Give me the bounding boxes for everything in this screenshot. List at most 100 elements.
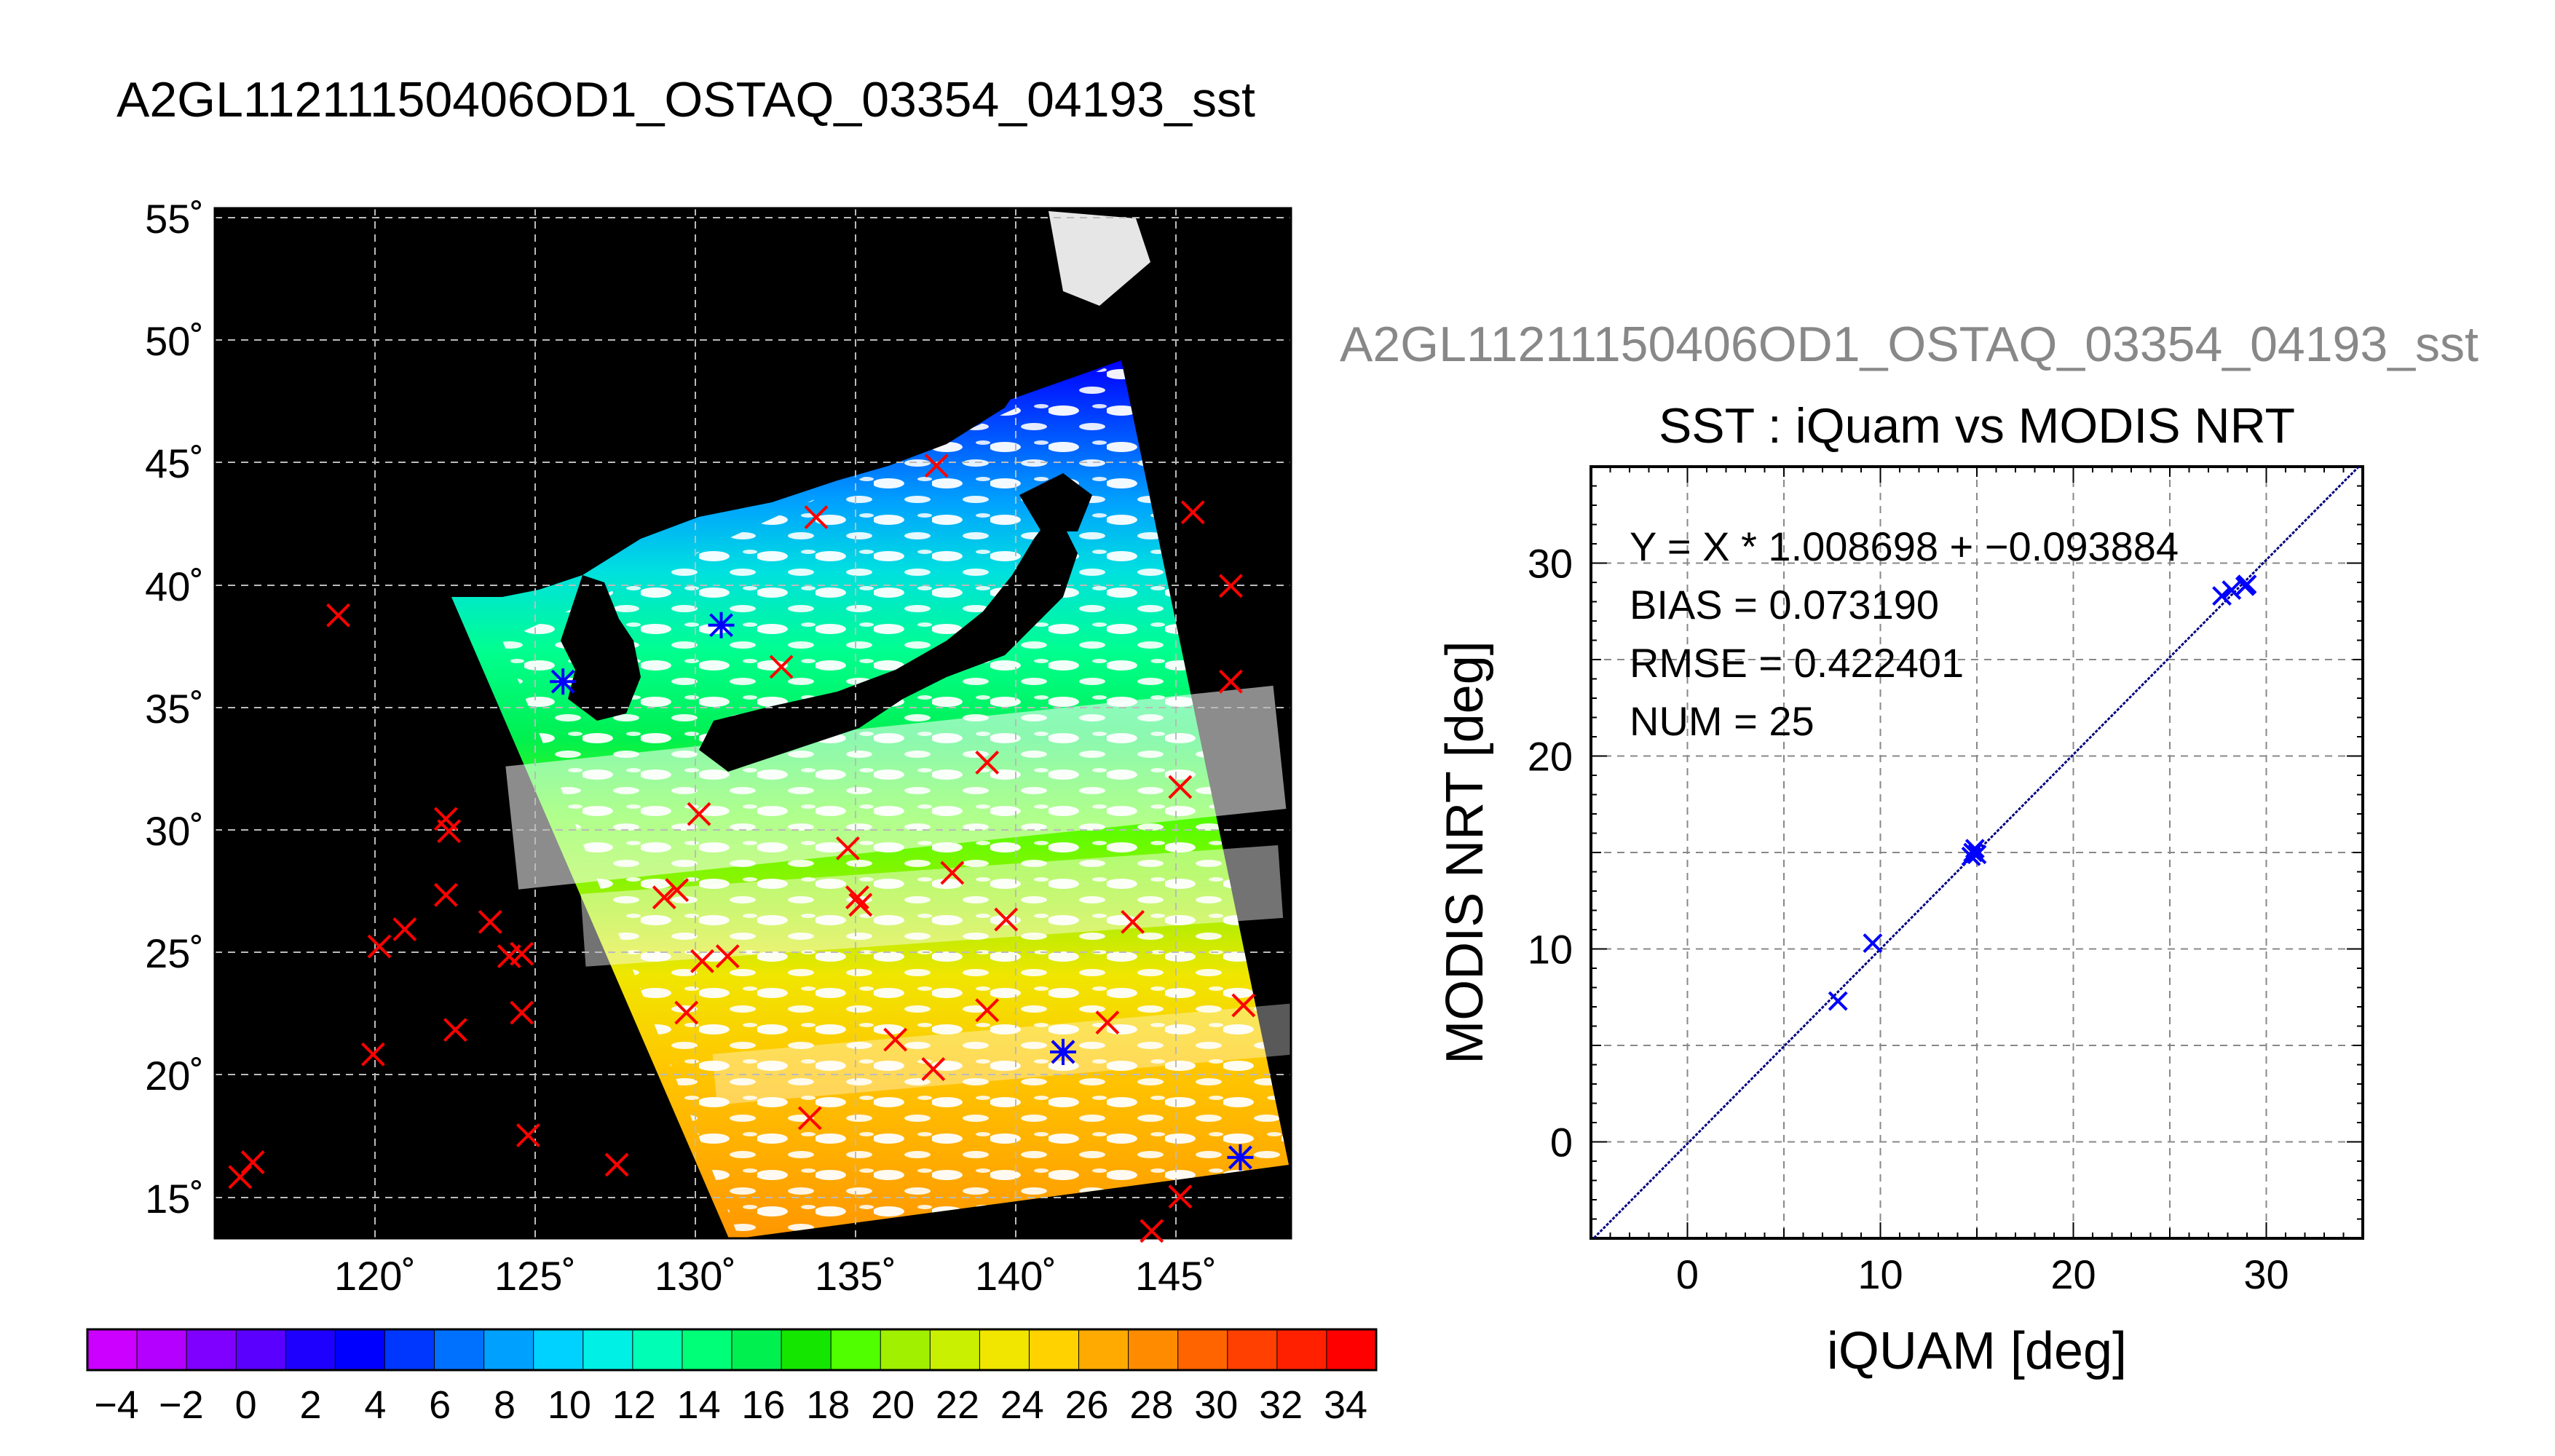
colorbar-cell	[1227, 1329, 1278, 1371]
lat-tick-label: 55˚	[145, 196, 204, 242]
buoy-marker	[797, 1106, 822, 1131]
colorbar-label: 8	[494, 1383, 516, 1427]
buoy-marker	[326, 603, 350, 628]
scatter-xtick-labels: 0 10 20 30	[1676, 1251, 2289, 1297]
colorbar-cell	[1276, 1329, 1327, 1371]
colorbar-cell	[1326, 1329, 1378, 1371]
scatter-points	[1828, 574, 2257, 1011]
colorbar-cell	[682, 1329, 733, 1371]
matchup-marker	[1227, 1144, 1254, 1171]
buoy-marker	[674, 1000, 699, 1025]
land-korea	[561, 575, 641, 721]
buoy-marker	[433, 882, 458, 907]
buoy-marker	[883, 1027, 908, 1052]
colorbar-cell	[334, 1329, 386, 1371]
buoy-marker	[940, 860, 965, 885]
lat-tick-label: 40˚	[145, 563, 204, 609]
y-tick-label: 30	[1528, 541, 1573, 587]
y-axis-label: MODIS NRT [deg]	[1436, 641, 1494, 1064]
colorbar-label: 16	[741, 1383, 785, 1427]
stat-bias: BIAS = 0.073190	[1630, 582, 1939, 628]
matchup-marker	[1050, 1038, 1077, 1065]
cloud-north	[1049, 211, 1150, 306]
lon-tick-label: 145˚	[1135, 1253, 1217, 1299]
colorbar-cell	[781, 1329, 832, 1371]
buoy-marker	[367, 934, 392, 959]
colorbar-cell	[979, 1329, 1030, 1371]
colorbar-label: 12	[612, 1383, 656, 1427]
scatter-panel: A2GL11211150406OD1_OSTAQ_03354_04193_sst…	[1340, 317, 2479, 1380]
colorbar-label: 28	[1129, 1383, 1173, 1427]
scatter-header: A2GL11211150406OD1_OSTAQ_03354_04193_sst	[1340, 317, 2479, 372]
lat-tick-label: 30˚	[145, 808, 204, 854]
buoy-marker	[1180, 500, 1205, 525]
stat-num: NUM = 25	[1630, 698, 1814, 744]
lon-tick-label: 140˚	[975, 1253, 1057, 1299]
matchup-marker	[550, 668, 577, 695]
colorbar-cell	[186, 1329, 237, 1371]
map-grid	[215, 208, 1291, 1238]
colorbar-label: 14	[677, 1383, 721, 1427]
scatter-point	[1863, 933, 1883, 953]
scatter-point	[2237, 574, 2257, 595]
buoy-marker	[1218, 669, 1243, 694]
colorbar-label: 22	[936, 1383, 979, 1427]
stat-rmse: RMSE = 0.422401	[1630, 640, 1964, 686]
sst-map: 55˚ 50˚ 45˚ 40˚ 35˚ 30˚ 25˚ 20˚ 15˚ 120˚…	[145, 196, 1292, 1299]
cloud-band-lower	[712, 1003, 1291, 1105]
buoy-marker	[715, 944, 740, 968]
lat-tick-label: 35˚	[145, 686, 204, 732]
scatter-ytick-labels: 0 10 20 30	[1528, 541, 1573, 1166]
scatter-title: SST : iQuam vs MODIS NRT	[1659, 398, 2295, 454]
stat-fit-equation: Y = X * 1.008698 + −0.093884	[1630, 523, 2179, 569]
scatter-ticks	[1591, 467, 2363, 1238]
colorbar-cell	[731, 1329, 783, 1371]
buoy-marker	[478, 909, 502, 934]
buoy-marker	[921, 1057, 946, 1081]
colorbar-label: 6	[429, 1383, 451, 1427]
buoy-marker	[1168, 1184, 1193, 1209]
land-asia-north	[215, 208, 1070, 597]
land-japan	[699, 510, 1078, 772]
lon-tick-label: 135˚	[815, 1253, 896, 1299]
land-hokkaido	[1019, 473, 1092, 531]
colorbar-cell	[285, 1329, 336, 1371]
colorbar-cell	[1128, 1329, 1179, 1371]
colorbar-cell	[830, 1329, 882, 1371]
colorbar-cell	[880, 1329, 931, 1371]
buoy-marker	[516, 1123, 540, 1147]
buoy-marker	[804, 505, 829, 529]
buoy-marker	[835, 836, 860, 860]
colorbar-label: 4	[364, 1383, 386, 1427]
buoy-marker	[769, 654, 794, 679]
colorbar-cell	[483, 1329, 534, 1371]
buoy-marker	[975, 998, 1000, 1023]
lat-tick-label: 25˚	[145, 930, 204, 976]
lon-axis: 120˚ 125˚ 130˚ 135˚ 140˚ 145˚	[334, 1253, 1217, 1299]
x-axis-label: iQUAM [deg]	[1827, 1322, 2127, 1380]
lon-tick-label: 125˚	[494, 1253, 576, 1299]
buoy-marker	[1168, 775, 1193, 799]
x-tick-label: 0	[1676, 1251, 1699, 1297]
lat-tick-label: 50˚	[145, 318, 204, 364]
colorbar-cell	[1028, 1329, 1080, 1371]
matchup-marker	[708, 612, 735, 638]
buoy-marker	[924, 454, 949, 478]
colorbar-label: 26	[1065, 1383, 1109, 1427]
colorbar-label: 18	[806, 1383, 850, 1427]
buoy-marker	[848, 893, 873, 917]
map-markers	[228, 454, 1256, 1243]
buoy-marker	[443, 1018, 467, 1042]
colorbar-cell	[1177, 1329, 1228, 1371]
buoy-marker	[690, 949, 714, 973]
scatter-point	[1963, 842, 1983, 863]
lat-tick-label: 20˚	[145, 1053, 204, 1099]
colorbar-frame	[86, 1328, 1378, 1372]
colorbar: −4 −2 0 2 4 6 8 10 12 14 16 18 20 22 24 26 28 30 32 34	[86, 1328, 1378, 1427]
buoy-marker	[437, 819, 462, 844]
colorbar-cells	[87, 1329, 1378, 1371]
buoy-marker	[510, 941, 534, 966]
x-tick-label: 20	[2050, 1251, 2096, 1297]
buoy-marker	[1095, 1010, 1120, 1034]
